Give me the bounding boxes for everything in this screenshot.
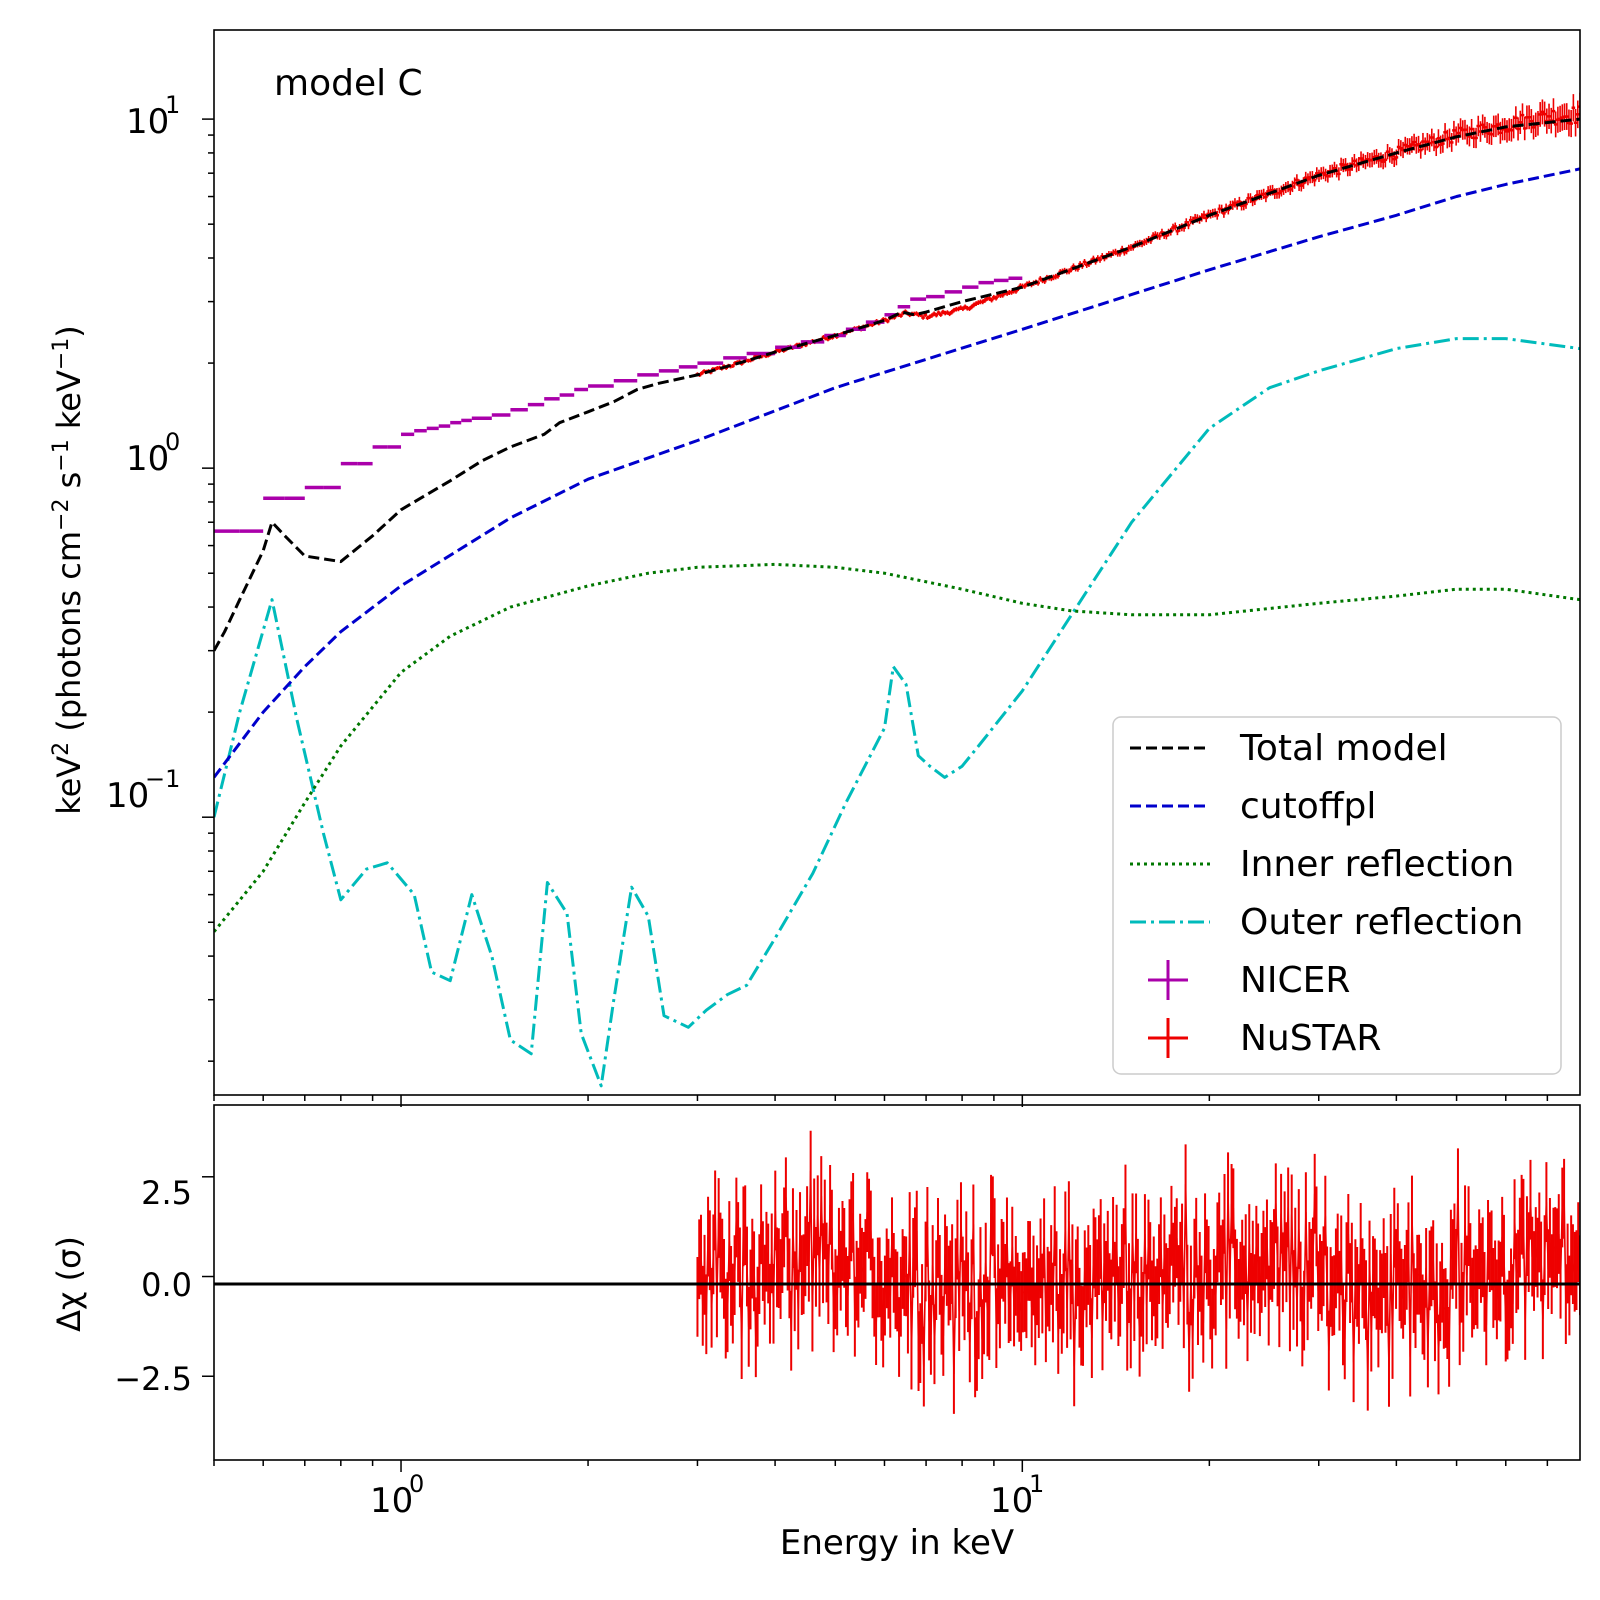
legend: Total model cutoffpl Inner reflection Ou… bbox=[1112, 716, 1562, 1075]
ylabel-sup: −1 bbox=[49, 338, 74, 370]
legend-label-nustar: NuSTAR bbox=[1240, 1018, 1381, 1059]
y-tick-label-base: 10 bbox=[106, 776, 149, 816]
legend-label-nicer: NICER bbox=[1240, 960, 1350, 1001]
residual-y-axis-label: Δχ (σ) bbox=[50, 1236, 88, 1332]
legend-box bbox=[1112, 716, 1562, 1075]
series-cutoffpl bbox=[214, 167, 1580, 779]
legend-label-inner-reflection: Inner reflection bbox=[1240, 844, 1514, 885]
residual-y-tick-label: −2.5 bbox=[114, 1360, 192, 1398]
legend-entry-cutoffpl: cutoffpl bbox=[1130, 786, 1376, 827]
legend-entry-total-model: Total model bbox=[1130, 728, 1448, 769]
ylabel-sup: 2 bbox=[49, 742, 74, 756]
series-total-model bbox=[214, 117, 1580, 652]
y-tick-label-exp: −1 bbox=[145, 765, 180, 793]
legend-entry-inner-reflection: Inner reflection bbox=[1130, 844, 1514, 885]
y-tick-label-exp: 0 bbox=[165, 428, 180, 456]
series-outer-reflection bbox=[214, 337, 1580, 1088]
ylabel-part: ) bbox=[50, 325, 88, 337]
y-tick-label-low: 10 −1 bbox=[106, 765, 180, 816]
residual-series-layer bbox=[696, 1130, 1580, 1414]
x-tick-label-base: 10 bbox=[990, 1481, 1033, 1521]
legend-entry-nustar: NuSTAR bbox=[1148, 1018, 1381, 1059]
residual-panel: 2.5 0.0 −2.5 Δχ (σ) 10 0 10 1 Energy in … bbox=[50, 1104, 1581, 1563]
spectrum-axes-frame bbox=[213, 29, 1581, 1096]
ylabel-sup: −1 bbox=[49, 439, 74, 471]
x-tick-label-10: 10 1 bbox=[990, 1470, 1044, 1521]
y-tick-label-mid: 10 0 bbox=[126, 428, 180, 479]
legend-label-cutoffpl: cutoffpl bbox=[1240, 786, 1376, 827]
ylabel-part: keV bbox=[50, 756, 88, 815]
legend-entry-nicer: NICER bbox=[1148, 960, 1350, 1001]
x-tick-label-exp: 1 bbox=[1029, 1470, 1044, 1498]
residual-steps bbox=[696, 1170, 1580, 1375]
residual-y-tick-label: 0.0 bbox=[141, 1266, 192, 1304]
spectrum-series-layer bbox=[214, 92, 1580, 1088]
spectrum-panel: model C 10 1 10 0 10 −1 keV2 (photons cm… bbox=[49, 29, 1581, 1107]
y-tick-label-base: 10 bbox=[126, 439, 169, 479]
series-nustar-residuals bbox=[696, 1130, 1580, 1414]
residual-tick-marks bbox=[202, 1176, 1549, 1472]
ylabel-part: (photons cm bbox=[50, 531, 88, 742]
ylabel-part: keV bbox=[50, 370, 88, 439]
y-tick-label-exp: 1 bbox=[165, 91, 180, 119]
legend-entry-outer-reflection: Outer reflection bbox=[1130, 902, 1523, 943]
series-inner-reflection bbox=[214, 562, 1580, 933]
residual-axes-frame bbox=[213, 1104, 1581, 1461]
legend-label-outer-reflection: Outer reflection bbox=[1240, 902, 1523, 943]
y-tick-label-base: 10 bbox=[126, 102, 169, 142]
y-axis-label-top: keV2 (photons cm−2 s−1 keV−1) bbox=[49, 325, 88, 815]
x-tick-label-exp: 0 bbox=[409, 1470, 424, 1498]
y-tick-label-top: 10 1 bbox=[126, 91, 180, 142]
x-axis-label: Energy in keV bbox=[780, 1523, 1014, 1563]
x-tick-label-1: 10 0 bbox=[370, 1470, 424, 1521]
residual-y-tick-label: 2.5 bbox=[141, 1174, 192, 1212]
ylabel-part: s bbox=[50, 472, 88, 499]
ylabel-sup: −2 bbox=[49, 499, 74, 531]
legend-label-total-model: Total model bbox=[1239, 728, 1448, 769]
x-tick-label-base: 10 bbox=[370, 1481, 413, 1521]
model-annotation: model C bbox=[274, 63, 423, 104]
